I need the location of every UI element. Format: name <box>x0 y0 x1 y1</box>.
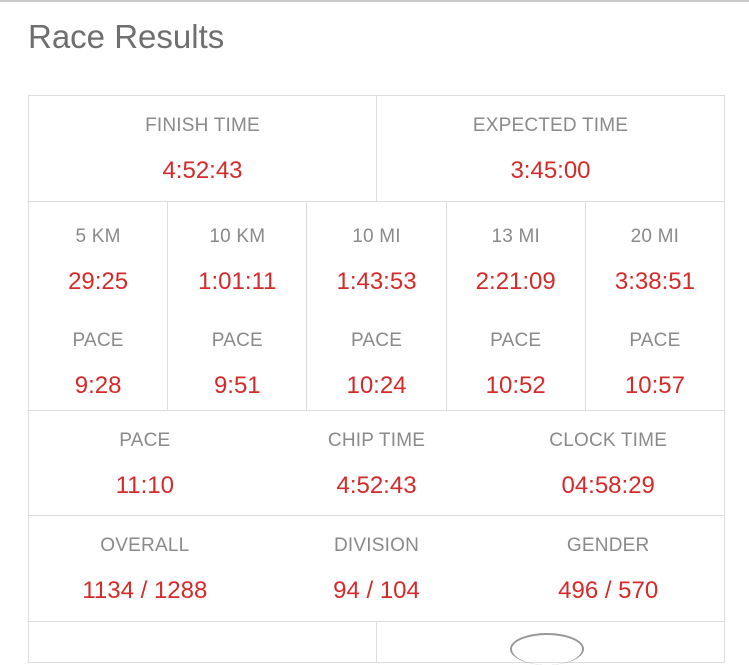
results-grid: FINISH TIME 4:52:43 EXPECTED TIME 3:45:0… <box>28 95 725 663</box>
split-13mi-cell: 13 MI 2:21:09 PACE 10:52 <box>447 202 586 410</box>
overall-value: 1134 / 1288 <box>82 577 208 604</box>
split-10km-cell: 10 KM 1:01:11 PACE 9:51 <box>168 202 308 410</box>
expected-time-value: 3:45:00 <box>510 157 591 184</box>
clock-time-label: CLOCK TIME <box>549 430 668 451</box>
split-pace-label: PACE <box>211 330 263 351</box>
chip-time-value: 4:52:43 <box>336 472 417 499</box>
division-label: DIVISION <box>334 535 420 556</box>
split-5km-cell: 5 KM 29:25 PACE 9:28 <box>29 202 169 410</box>
split-pace: 10:24 <box>346 372 407 399</box>
summary-row: FINISH TIME 4:52:43 EXPECTED TIME 3:45:0… <box>29 96 724 202</box>
pace-label: PACE <box>119 430 171 451</box>
division-cell: DIVISION 94 / 104 <box>261 516 493 621</box>
partial-cell-left <box>29 622 377 662</box>
rankings-row: OVERALL 1134 / 1288 DIVISION 94 / 104 GE… <box>29 516 724 622</box>
split-time: 2:21:09 <box>475 268 556 295</box>
split-label: 5 KM <box>75 226 121 247</box>
chip-time-label: CHIP TIME <box>327 430 426 451</box>
gender-cell: GENDER 496 / 570 <box>492 516 724 621</box>
gender-label: GENDER <box>566 535 650 556</box>
overall-cell: OVERALL 1134 / 1288 <box>29 516 261 621</box>
split-pace: 10:52 <box>485 372 546 399</box>
split-time: 1:43:53 <box>336 268 417 295</box>
split-time: 1:01:11 <box>198 268 277 295</box>
split-pace: 10:57 <box>624 372 685 399</box>
expected-time-cell: EXPECTED TIME 3:45:00 <box>377 96 724 201</box>
top-divider <box>0 0 749 2</box>
clock-time-value: 04:58:29 <box>561 472 655 499</box>
chip-time-cell: CHIP TIME 4:52:43 <box>261 411 493 515</box>
split-label: 10 MI <box>352 226 401 247</box>
pace-cell: PACE 11:10 <box>29 411 261 515</box>
division-value: 94 / 104 <box>333 577 420 604</box>
split-pace-label: PACE <box>629 330 681 351</box>
splits-row: 5 KM 29:25 PACE 9:28 10 KM 1:01:11 PACE … <box>29 202 724 411</box>
split-label: 13 MI <box>491 226 540 247</box>
times-row: PACE 11:10 CHIP TIME 4:52:43 CLOCK TIME … <box>29 411 724 516</box>
split-label: 20 MI <box>630 226 680 247</box>
split-pace-label: PACE <box>72 330 124 351</box>
page-title: Race Results <box>28 18 225 55</box>
finish-time-label: FINISH TIME <box>145 115 260 136</box>
split-10mi-cell: 10 MI 1:43:53 PACE 10:24 <box>307 202 447 410</box>
pace-value: 11:10 <box>115 472 174 499</box>
split-pace: 9:28 <box>74 372 122 399</box>
partial-row <box>29 622 724 662</box>
clock-time-cell: CLOCK TIME 04:58:29 <box>492 411 724 515</box>
expected-time-label: EXPECTED TIME <box>472 115 629 136</box>
badge-icon <box>510 633 584 665</box>
finish-time-cell: FINISH TIME 4:52:43 <box>29 96 377 201</box>
gender-value: 496 / 570 <box>558 577 659 604</box>
split-pace-label: PACE <box>490 330 542 351</box>
overall-label: OVERALL <box>100 535 190 556</box>
split-20mi-cell: 20 MI 3:38:51 PACE 10:57 <box>586 202 724 410</box>
split-label: 10 KM <box>209 226 266 247</box>
split-pace: 9:51 <box>213 372 261 399</box>
split-time: 29:25 <box>68 268 129 295</box>
split-time: 3:38:51 <box>614 268 695 295</box>
finish-time-value: 4:52:43 <box>162 157 243 184</box>
split-pace-label: PACE <box>350 330 403 351</box>
